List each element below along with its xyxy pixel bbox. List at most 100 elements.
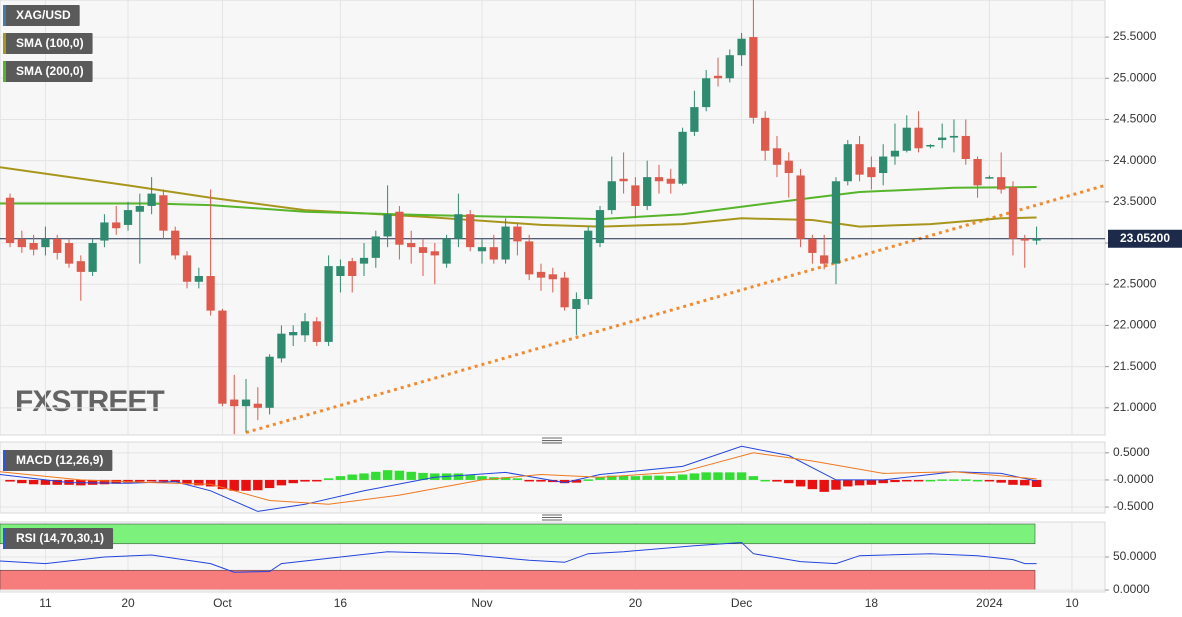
histogram-bar (618, 475, 629, 480)
sma-line (0, 166, 1037, 228)
candle-body (784, 160, 793, 174)
histogram-bar (595, 477, 605, 480)
histogram-bar (630, 476, 641, 480)
y-tick-label: 22.5000 (1113, 276, 1157, 290)
overbought-band (0, 523, 1036, 545)
candle-body (41, 238, 50, 248)
histogram-bar (382, 470, 393, 480)
splitter[interactable] (542, 437, 562, 444)
histogram-bar (807, 479, 818, 490)
candle-body (867, 167, 876, 178)
candle-body (454, 214, 463, 239)
candle-body (820, 255, 829, 264)
splitter[interactable] (542, 514, 562, 521)
histogram-bar (335, 476, 346, 480)
candle-body (595, 210, 605, 244)
histogram-bar (760, 479, 770, 482)
y-tick-label: 21.5000 (1113, 359, 1157, 373)
histogram-bar (1020, 479, 1030, 486)
histogram-bar (689, 473, 700, 480)
candle-body (902, 127, 911, 151)
histogram-bar (264, 479, 275, 489)
histogram-bar (394, 470, 405, 480)
histogram-bar (288, 479, 298, 484)
legend-box (3, 528, 114, 549)
candle-body (678, 131, 687, 184)
candle-body (100, 222, 109, 241)
histogram-bar (725, 472, 735, 480)
candle-body (300, 321, 310, 336)
y-tick-label: 24.0000 (1113, 153, 1157, 167)
histogram-bar (512, 478, 523, 480)
histogram-bar (795, 479, 806, 487)
legend-label: XAG/USD (16, 8, 71, 22)
candle-body (88, 243, 97, 272)
x-tick-label: 20 (629, 596, 643, 610)
candle-body (5, 197, 15, 244)
histogram-bar (500, 477, 511, 480)
candle-body (53, 238, 62, 253)
histogram-bar (135, 479, 145, 482)
histogram-bar (253, 479, 263, 491)
histogram-bar (465, 475, 475, 480)
histogram-bar (371, 471, 381, 480)
histogram-bar (99, 479, 110, 485)
candle-body (371, 236, 380, 258)
histogram-bar (217, 479, 228, 490)
candle-body (442, 238, 451, 264)
legend-item: RSI (14,70,30,1) (3, 528, 114, 549)
candle-body (808, 238, 817, 253)
legend-swatch (3, 33, 6, 54)
trend-line (245, 183, 1106, 434)
legend-item: XAG/USD (3, 5, 80, 26)
histogram-bar (913, 479, 924, 482)
candle-body (230, 399, 239, 407)
candle-body (890, 150, 900, 157)
histogram-bar (890, 479, 900, 483)
histogram-bar (229, 479, 239, 491)
y-tick-label: -0.0000 (1113, 472, 1154, 486)
candle-body (666, 178, 675, 184)
candle-body (926, 145, 935, 147)
legend-label: SMA (100,0) (16, 36, 84, 50)
y-tick-label: 50.0000 (1113, 549, 1157, 563)
histogram-bar (205, 479, 216, 487)
candle-body (725, 55, 734, 79)
histogram-bar (925, 479, 936, 482)
histogram-bar (854, 479, 865, 486)
histogram-bar (276, 479, 287, 486)
histogram-bar (430, 473, 440, 480)
candle-body (961, 135, 970, 160)
histogram-bar (347, 474, 357, 480)
candle-body (383, 214, 392, 237)
candle-body (619, 178, 628, 182)
histogram-bar (194, 479, 204, 486)
y-tick-label: 25.5000 (1113, 29, 1157, 43)
y-tick-label: 0.0000 (1113, 582, 1150, 596)
candle-body (702, 78, 711, 108)
candle-body (112, 222, 121, 229)
y-tick-label: 25.0000 (1113, 70, 1157, 84)
histogram-bar (878, 479, 888, 484)
candle-body (501, 226, 510, 260)
histogram-bar (984, 479, 995, 482)
candle-body (64, 243, 74, 264)
candle-body (749, 37, 758, 118)
histogram-bar (17, 479, 27, 484)
candle-body (761, 117, 770, 151)
histogram-bar (583, 479, 593, 481)
y-tick-label: 24.5000 (1113, 112, 1157, 126)
candle-body (17, 238, 26, 248)
candle-body (914, 127, 923, 149)
candle-body (418, 247, 428, 253)
candle-body (654, 177, 664, 182)
histogram-bar (1008, 479, 1018, 485)
histogram-bar (536, 479, 546, 482)
histogram-bar (170, 479, 180, 483)
histogram-bar (642, 475, 652, 480)
histogram-bar (158, 479, 169, 482)
candle-body (831, 181, 841, 264)
watermark: FXSTREET (15, 385, 164, 418)
candle-body (265, 356, 274, 408)
histogram-bar (772, 479, 782, 482)
